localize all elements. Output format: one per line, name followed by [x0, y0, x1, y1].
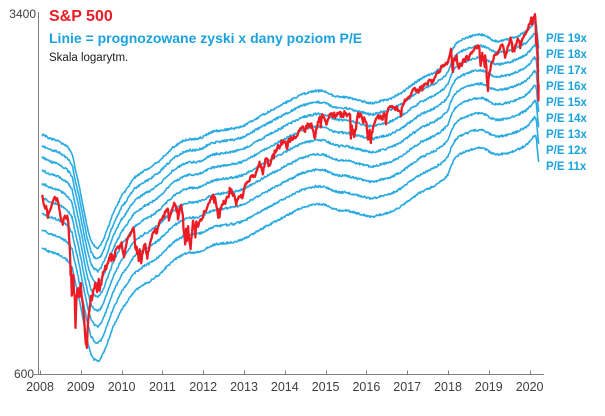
pe-band-label: P/E 19x	[546, 32, 587, 45]
x-axis-year-label: 2013	[230, 380, 258, 394]
y-axis-min-label: 600	[13, 367, 34, 381]
pe-band-label: P/E 12x	[546, 145, 587, 158]
pe-band-line-14x	[41, 84, 540, 313]
x-axis-year-label: 2019	[474, 380, 503, 394]
x-axis-year-label: 2012	[189, 380, 218, 394]
x-axis-year-label: 2008	[26, 380, 54, 394]
pe-band-line-11x	[41, 134, 540, 363]
pe-band-label: P/E 11x	[546, 161, 587, 174]
pe-band-line-17x	[41, 43, 540, 273]
pe-band-label: P/E 18x	[546, 48, 587, 61]
chart-title: S&P 500	[49, 8, 113, 25]
x-axis-year-label: 2017	[393, 380, 422, 394]
x-axis-year-label: 2014	[270, 380, 299, 394]
pe-band-label: P/E 13x	[546, 129, 587, 142]
sp500-price-line	[41, 12, 540, 350]
pe-band-label: P/E 15x	[546, 96, 587, 109]
pe-band-line-19x	[41, 20, 540, 250]
pe-band-line-15x	[41, 69, 540, 299]
pe-band-label: P/E 17x	[546, 64, 587, 77]
x-axis-year-label: 2010	[107, 380, 136, 394]
x-axis-year-label: 2018	[434, 380, 462, 394]
x-axis-year-label: 2020	[515, 380, 544, 394]
log-scale-note: Skala logarytm.	[49, 52, 129, 64]
pe-band-label: P/E 14x	[546, 113, 587, 125]
x-axis-year-label: 2011	[148, 380, 176, 394]
pe-band-line-13x	[41, 99, 540, 329]
pe-band-line-12x	[41, 115, 540, 345]
pe-band-label: P/E 16x	[546, 80, 587, 93]
pe-band-line-16x	[41, 56, 540, 286]
x-axis-year-label: 2016	[352, 380, 381, 394]
x-axis-year-label: 2015	[311, 380, 340, 394]
y-axis-max-label: 3400	[9, 7, 36, 21]
chart-subtitle: Linie = prognozowane zyski x dany poziom…	[49, 30, 363, 46]
x-axis-year-label: 2009	[66, 380, 95, 394]
pe-band-line-18x	[41, 32, 540, 260]
